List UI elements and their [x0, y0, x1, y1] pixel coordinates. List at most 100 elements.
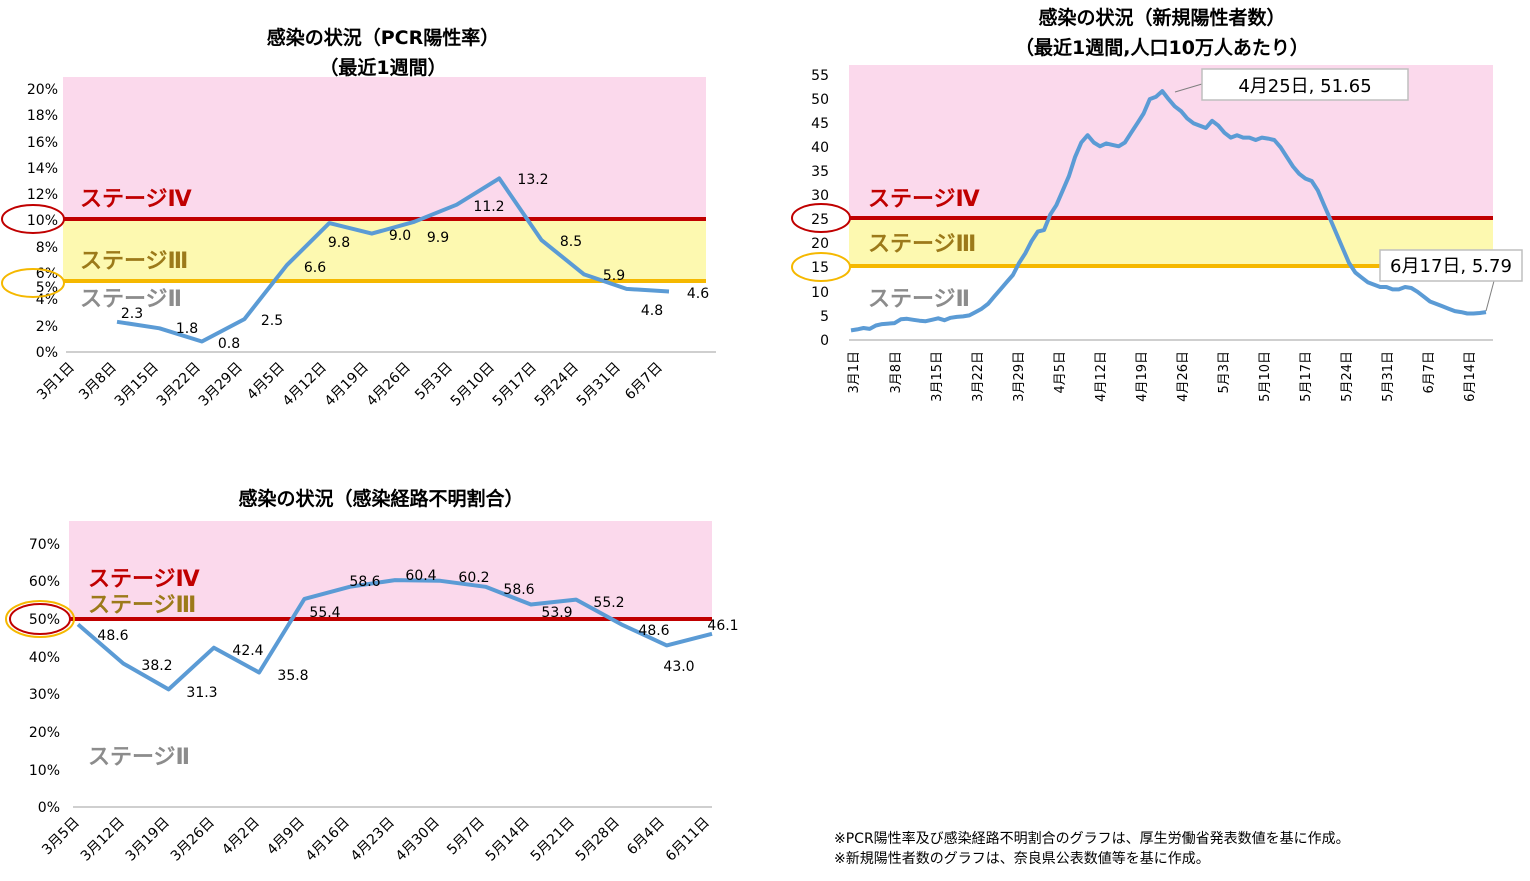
cases-last-leader: [1485, 280, 1495, 312]
unknown-x-axis-labels: 3月5日 3月12日 3月19日 3月26日 4月2日 4月9日 4月16日 4…: [39, 815, 713, 865]
pcr-x-tick: 4月19日: [322, 360, 372, 410]
pcr-y-tick: 12%: [27, 187, 58, 203]
unknown-x-tick: 5月14日: [483, 815, 533, 865]
pcr-y-axis: 0% 2% 4% 5% 6% 8% 10% 12% 14% 16% 18% 20…: [27, 82, 58, 361]
cases-y-tick: 15: [811, 260, 829, 276]
pcr-x-tick: 3月22日: [154, 360, 204, 410]
unknown-y-tick: 60%: [29, 574, 60, 590]
unknown-data-label: 55.4: [309, 605, 340, 621]
cases-x-tick: 5月3日: [1217, 351, 1232, 394]
pcr-stage3-label: ステージⅢ: [80, 249, 188, 274]
cases-y-axis: 0 5 10 15 20 25 30 35 40 45 50 55: [811, 68, 829, 349]
unknown-x-tick: 6月11日: [663, 815, 713, 865]
pcr-x-tick: 5月17日: [490, 360, 540, 410]
cases-stage3-marker: [791, 252, 851, 282]
cases-chart-title-line2: （最近1週間,人口10万人あたり）: [1015, 36, 1309, 59]
pcr-data-label: 4.6: [687, 286, 709, 302]
pcr-y-tick: 14%: [27, 161, 58, 177]
pcr-data-labels: 2.3 1.8 0.8 2.5 6.6 9.8 9.0 9.9 11.2 13.…: [121, 172, 709, 352]
pcr-data-label: 4.8: [641, 303, 663, 319]
cases-x-tick: 3月1日: [847, 351, 862, 394]
pcr-y-tick: 18%: [27, 108, 58, 124]
pcr-x-tick: 3月29日: [196, 360, 246, 410]
unknown-data-label: 60.2: [458, 570, 489, 586]
unknown-data-label: 48.6: [97, 628, 128, 644]
cases-x-tick: 4月19日: [1135, 351, 1150, 402]
cases-stage3-label: ステージⅢ: [868, 232, 976, 257]
unknown-stage3-marker: [5, 600, 75, 638]
unknown-x-tick: 4月16日: [303, 815, 353, 865]
pcr-y-tick: 8%: [36, 240, 58, 256]
unknown-data-label: 38.2: [141, 658, 172, 674]
cases-x-tick: 5月31日: [1381, 351, 1396, 402]
pcr-x-tick: 5月10日: [448, 360, 498, 410]
unknown-x-tick: 4月23日: [348, 815, 398, 865]
cases-x-tick: 5月24日: [1340, 351, 1355, 402]
unknown-y-tick: 0%: [38, 800, 60, 816]
pcr-stage2-label: ステージⅡ: [80, 287, 182, 312]
unknown-data-label: 46.1: [707, 618, 738, 634]
unknown-y-tick: 10%: [29, 763, 60, 779]
unknown-stage4-marker: [9, 603, 71, 635]
pcr-data-label: 5.9: [603, 268, 625, 284]
cases-last-text: 6月17日, 5.79: [1390, 256, 1512, 277]
pcr-y-tick: 0%: [36, 345, 58, 361]
pcr-stage3-marker: [1, 268, 65, 298]
cases-y-tick: 0: [820, 333, 829, 349]
pcr-data-label: 11.2: [473, 199, 504, 215]
cases-x-tick: 3月8日: [889, 351, 904, 394]
unknown-x-tick: 5月7日: [444, 815, 488, 859]
pcr-y-tick: 16%: [27, 135, 58, 151]
pcr-data-label: 2.5: [261, 313, 283, 329]
unknown-route-chart: 感染の状況（感染経路不明割合） ステージⅣ ステージⅢ ステージⅡ 0% 10%…: [5, 487, 739, 865]
unknown-y-tick: 40%: [29, 650, 60, 666]
pcr-data-label: 8.5: [560, 234, 582, 250]
unknown-y-tick: 30%: [29, 687, 60, 703]
pcr-x-tick: 4月26日: [364, 360, 414, 410]
unknown-x-tick: 3月12日: [78, 815, 128, 865]
cases-x-tick: 6月7日: [1422, 351, 1437, 394]
pcr-data-label: 13.2: [517, 172, 548, 188]
cases-x-tick: 4月26日: [1176, 351, 1191, 402]
pcr-stage4-label: ステージⅣ: [80, 187, 193, 212]
cases-x-tick: 3月22日: [971, 351, 986, 402]
cases-peak-callout: 4月25日, 51.65: [1174, 68, 1409, 101]
pcr-x-tick: 3月15日: [112, 360, 162, 410]
pcr-x-tick: 5月24日: [532, 360, 582, 410]
unknown-chart-title: 感染の状況（感染経路不明割合）: [238, 487, 523, 510]
cases-y-tick: 30: [811, 188, 829, 204]
cases-x-tick: 5月17日: [1299, 351, 1314, 402]
unknown-stage2-label: ステージⅡ: [88, 745, 190, 770]
cases-x-tick: 6月14日: [1463, 351, 1478, 402]
cases-peak-text: 4月25日, 51.65: [1238, 76, 1371, 97]
pcr-series-line: [116, 176, 670, 344]
unknown-data-label: 31.3: [186, 685, 217, 701]
pcr-x-tick: 5月31日: [574, 360, 624, 410]
cases-x-tick: 3月15日: [930, 351, 945, 402]
unknown-data-label: 35.8: [277, 668, 308, 684]
cases-y-tick: 40: [811, 140, 829, 156]
cases-y-tick: 55: [811, 68, 829, 84]
cases-chart: 感染の状況（新規陽性者数） （最近1週間,人口10万人あたり） ステージⅣ ステ…: [791, 6, 1523, 402]
footnote-line2: ※新規陽性者数のグラフは、奈良県公表数値等を基に作成。: [834, 850, 1210, 867]
pcr-data-label: 0.8: [218, 336, 240, 352]
cases-x-tick: 4月5日: [1053, 351, 1068, 394]
cases-stage4-label: ステージⅣ: [868, 187, 981, 212]
cases-stage2-label: ステージⅡ: [868, 287, 970, 312]
unknown-x-tick: 6月4日: [624, 815, 668, 859]
unknown-stage3-label: ステージⅢ: [88, 593, 196, 618]
unknown-x-tick: 4月9日: [264, 815, 308, 859]
cases-last-callout: 6月17日, 5.79: [1379, 249, 1523, 312]
unknown-data-label: 42.4: [232, 643, 263, 659]
cases-x-tick: 5月10日: [1258, 351, 1273, 402]
cases-y-tick: 5: [820, 309, 829, 325]
pcr-data-label: 1.8: [176, 321, 198, 337]
pcr-data-label: 9.8: [328, 235, 350, 251]
cases-x-axis-labels: 3月1日 3月8日 3月15日 3月22日 3月29日 4月5日 4月12日 4…: [847, 351, 1478, 402]
cases-series-line: [850, 89, 1487, 333]
unknown-y-tick: 70%: [29, 537, 60, 553]
unknown-x-tick: 4月30日: [393, 815, 443, 865]
footnotes: ※PCR陽性率及び感染経路不明割合のグラフは、厚生労働省発表数値を基に作成。 ※…: [834, 830, 1350, 867]
pcr-x-tick: 4月12日: [280, 360, 330, 410]
